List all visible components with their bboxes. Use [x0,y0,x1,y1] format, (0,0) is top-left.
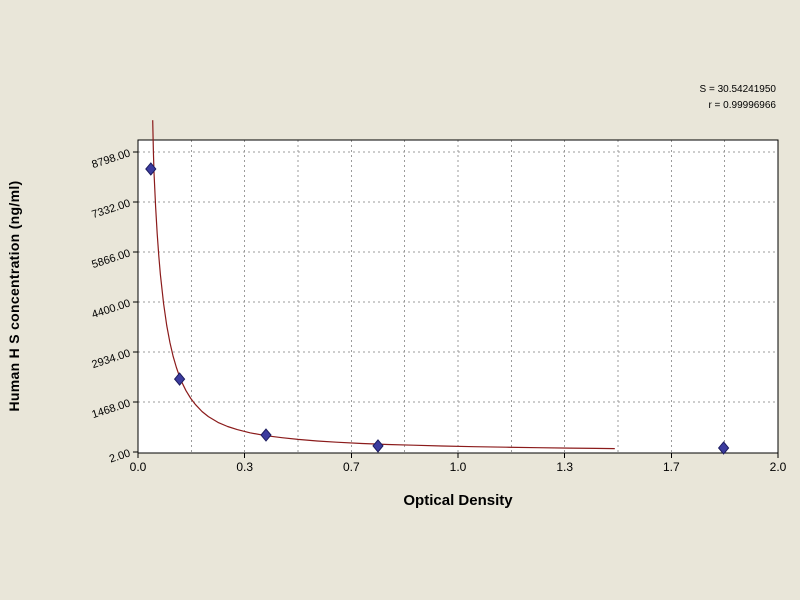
x-tick-label: 1.0 [450,460,467,474]
fit-statistics: S = 30.54241950 r = 0.99996966 [700,82,776,114]
y-tick-label: 8798.00 [90,147,132,171]
x-tick-label: 1.7 [663,460,680,474]
x-tick-label: 0.3 [236,460,253,474]
y-tick-label: 1468.00 [90,397,132,421]
data-point-marker [260,428,272,442]
x-tick-label: 2.0 [770,460,787,474]
y-tick-label: 7332.00 [90,197,132,221]
data-point-marker [173,372,186,386]
fit-annotation-r: r = 0.99996966 [708,100,776,111]
y-tick-label: 4400.00 [90,297,132,321]
x-axis-title: Optical Density [403,492,513,509]
data-point-marker [372,439,384,453]
y-tick-label: 2.00 [108,447,132,465]
data-point-marker [717,441,730,455]
fit-annotation-s: S = 30.54241950 [699,84,776,95]
fitted-curve [152,120,615,450]
y-tick-label: 5866.00 [90,247,132,271]
x-tick-label: 0.0 [130,460,147,474]
x-tick-label: 0.7 [343,460,360,474]
x-tick-label: 1.3 [556,460,573,474]
data-point-marker [145,162,157,176]
y-tick-label: 2934.00 [90,347,132,371]
